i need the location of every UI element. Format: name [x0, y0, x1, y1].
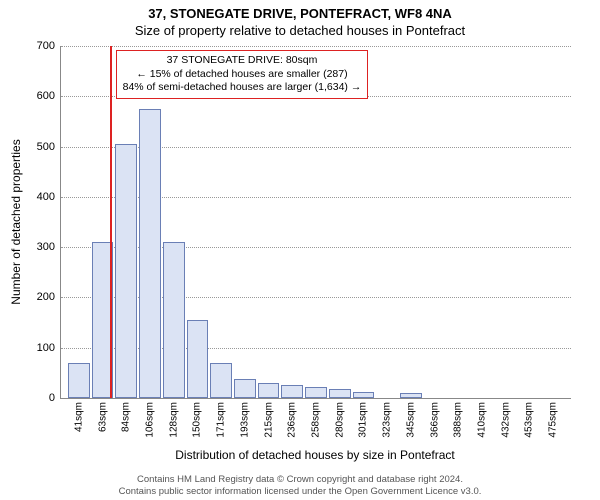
x-tick-label: 84sqm — [121, 402, 132, 432]
footer-line1: Contains HM Land Registry data © Crown c… — [0, 474, 600, 486]
plot: 010020030040050060070041sqm63sqm84sqm106… — [60, 46, 571, 399]
y-tick-label: 400 — [15, 191, 55, 203]
histogram-bar — [400, 393, 422, 398]
x-tick-label: 280sqm — [334, 402, 345, 438]
x-tick-label: 323sqm — [382, 402, 393, 438]
x-tick-label: 301sqm — [358, 402, 369, 438]
x-tick-label: 475sqm — [548, 402, 559, 438]
histogram-bar — [281, 385, 303, 398]
chart-container: 37, STONEGATE DRIVE, PONTEFRACT, WF8 4NA… — [0, 0, 600, 500]
histogram-bar — [353, 392, 375, 398]
footer-line2: Contains public sector information licen… — [0, 486, 600, 498]
x-tick-label: 453sqm — [524, 402, 535, 438]
reference-line — [110, 46, 112, 398]
annotation-line: 84% of semi-detached houses are larger (… — [123, 81, 362, 95]
y-tick-label: 500 — [15, 141, 55, 153]
x-tick-label: 215sqm — [263, 402, 274, 438]
histogram-bar — [163, 242, 185, 398]
x-tick-label: 41sqm — [73, 402, 84, 432]
y-gridline — [61, 147, 571, 148]
annotation-line: ← 15% of detached houses are smaller (28… — [123, 68, 362, 82]
x-axis-title: Distribution of detached houses by size … — [60, 448, 570, 462]
y-tick-label: 100 — [15, 342, 55, 354]
y-tick-label: 300 — [15, 241, 55, 253]
title-subtitle: Size of property relative to detached ho… — [0, 21, 600, 38]
x-tick-label: 410sqm — [477, 402, 488, 438]
x-tick-label: 63sqm — [97, 402, 108, 432]
y-gridline — [61, 247, 571, 248]
title-address: 37, STONEGATE DRIVE, PONTEFRACT, WF8 4NA — [0, 0, 600, 21]
annotation-line: 37 STONEGATE DRIVE: 80sqm — [123, 54, 362, 68]
y-gridline — [61, 46, 571, 47]
histogram-bar — [68, 363, 90, 398]
x-tick-label: 193sqm — [239, 402, 250, 438]
x-tick-label: 128sqm — [168, 402, 179, 438]
x-tick-label: 236sqm — [287, 402, 298, 438]
histogram-bar — [210, 363, 232, 398]
x-tick-label: 171sqm — [216, 402, 227, 438]
footer: Contains HM Land Registry data © Crown c… — [0, 474, 600, 498]
x-tick-label: 258sqm — [311, 402, 322, 438]
y-tick-label: 0 — [15, 392, 55, 404]
y-gridline — [61, 297, 571, 298]
annotation-box: 37 STONEGATE DRIVE: 80sqm← 15% of detach… — [116, 50, 369, 99]
x-tick-label: 432sqm — [500, 402, 511, 438]
histogram-bar — [139, 109, 161, 398]
chart-area: Number of detached properties 0100200300… — [60, 46, 570, 398]
y-tick-label: 600 — [15, 90, 55, 102]
histogram-bar — [187, 320, 209, 398]
y-axis-title: Number of detached properties — [9, 139, 23, 304]
histogram-bar — [234, 379, 256, 398]
x-tick-label: 106sqm — [145, 402, 156, 438]
y-gridline — [61, 348, 571, 349]
y-tick-label: 200 — [15, 291, 55, 303]
histogram-bar — [305, 387, 327, 398]
x-tick-label: 150sqm — [192, 402, 203, 438]
x-tick-label: 388sqm — [453, 402, 464, 438]
x-tick-label: 366sqm — [429, 402, 440, 438]
y-gridline — [61, 197, 571, 198]
y-tick-label: 700 — [15, 40, 55, 52]
histogram-bar — [258, 383, 280, 398]
x-tick-label: 345sqm — [405, 402, 416, 438]
histogram-bar — [329, 389, 351, 398]
histogram-bar — [115, 144, 137, 398]
